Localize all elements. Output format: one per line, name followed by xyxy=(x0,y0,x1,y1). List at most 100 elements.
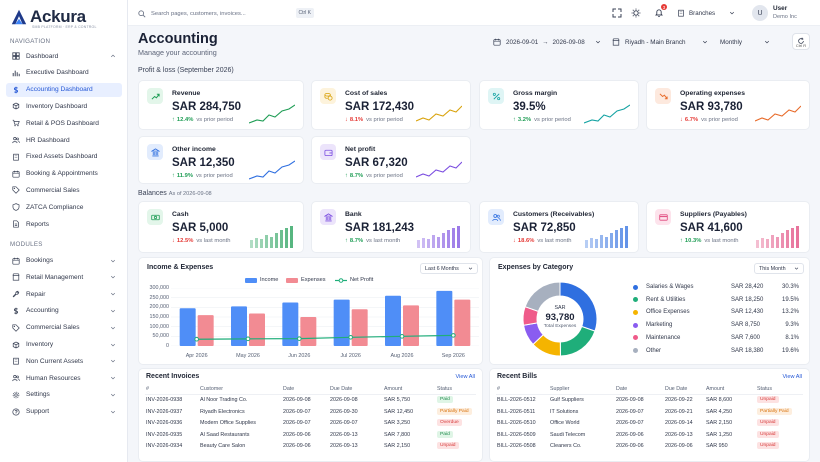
branch-select[interactable]: Riyadh - Main Branch xyxy=(612,35,708,49)
sidebar-item-zatca-compliance[interactable]: ZATCA Compliance xyxy=(6,200,122,214)
kpi-card-bank[interactable]: Bank SAR 181,243 ↑ 8.7% vs last month xyxy=(311,201,471,253)
expense-category-row[interactable]: Salaries & Wages SAR 28,420 30.3% xyxy=(633,281,799,293)
net-profit-point[interactable] xyxy=(348,335,353,340)
sidebar-item-hr-dashboard[interactable]: HR Dashboard xyxy=(6,133,122,147)
table-row[interactable]: INV-2026-0935 Al Saad Restaurants 2026-09-… xyxy=(145,430,478,441)
sidebar-item-commercial-sales[interactable]: Commercial Sales xyxy=(6,321,122,335)
date-range-picker[interactable]: 2026-09-01 → 2026-09-08 xyxy=(493,35,601,49)
expenses-range-value: This Month xyxy=(759,265,786,272)
net-profit-point[interactable] xyxy=(399,334,405,339)
sidebar-item-human-resources[interactable]: Human Resources xyxy=(6,371,122,385)
sidebar-item-retail-management[interactable]: Retail Management xyxy=(6,270,122,284)
sidebar-item-inventory[interactable]: Inventory xyxy=(6,338,122,352)
avatar[interactable]: U xyxy=(752,5,768,21)
sidebar-item-commercial-sales[interactable]: Commercial Sales xyxy=(6,183,122,197)
sidebar-item-support[interactable]: Support xyxy=(6,405,122,419)
income-bar[interactable] xyxy=(385,295,401,346)
net-profit-point[interactable] xyxy=(451,333,456,338)
kpi-card-other-income[interactable]: Other income SAR 12,350 ↑ 11.9% vs prior per… xyxy=(138,136,304,184)
kpi-label: Other income xyxy=(172,146,216,153)
expenses-bar[interactable] xyxy=(300,317,317,346)
bills-view-all-link[interactable]: View All xyxy=(782,374,803,380)
table-cell: INV-2026-0934 xyxy=(146,443,183,450)
expenses-bar[interactable] xyxy=(454,299,471,346)
net-profit-point[interactable] xyxy=(297,336,302,341)
branches-selector[interactable]: Branches xyxy=(677,9,735,17)
bell-icon[interactable] xyxy=(654,8,664,18)
theme-toggle-icon[interactable] xyxy=(631,8,641,18)
kpi-label: Net profit xyxy=(345,146,376,153)
notification-badge: 3 xyxy=(661,4,667,10)
sidebar-item-reports[interactable]: Reports xyxy=(6,217,122,231)
net-profit-point[interactable] xyxy=(245,336,251,342)
expenses-bar[interactable] xyxy=(249,313,265,346)
table-row[interactable]: INV-2026-0937 Riyadh Electronics 2026-09-0… xyxy=(145,407,478,418)
status-badge: Paid xyxy=(437,430,453,438)
income-bar[interactable] xyxy=(282,302,299,347)
table-row[interactable]: INV-2026-0936 Modern Office Supplies 2026-… xyxy=(145,418,478,429)
brand-logo[interactable]: Ackura SMB PLATFORM · ERP & CONTROL xyxy=(10,6,96,29)
invoices-view-all-link[interactable]: View All xyxy=(455,374,476,380)
y-tick-label: 150,000 xyxy=(149,314,170,320)
table-cell: BILL-2026-0508 xyxy=(497,443,536,450)
category-color-dot xyxy=(633,322,638,328)
expense-category-row[interactable]: Other SAR 18,380 19.6% xyxy=(633,345,799,357)
income-bar[interactable] xyxy=(179,308,196,346)
sidebar-item-settings[interactable]: Settings xyxy=(6,388,122,402)
expenses-range-select[interactable]: This Month xyxy=(754,263,804,274)
table-row[interactable]: BILL-2026-0508 Cleaners Co. 2026-09-06 2026… xyxy=(496,441,805,452)
kpi-card-operating-expenses[interactable]: Operating expenses SAR 93,780 ↓ 6.7% vs prio… xyxy=(646,80,810,130)
sidebar-item-dashboard[interactable]: Dashboard xyxy=(6,49,122,63)
expense-category-row[interactable]: Rent & Utilities SAR 18,250 19.5% xyxy=(633,294,799,306)
table-cell: Al Noor Trading Co. xyxy=(200,397,248,403)
sidebar-item-retail-pos-dashboard[interactable]: Retail & POS Dashboard xyxy=(6,116,122,130)
table-row[interactable]: BILL-2026-0510 Office World 2026-09-07 2026… xyxy=(496,418,805,429)
expense-category-row[interactable]: Office Expenses SAR 12,430 13.2% xyxy=(633,306,799,318)
expenses-bar[interactable] xyxy=(351,309,368,346)
sidebar-item-bookings[interactable]: Bookings xyxy=(6,254,122,268)
expenses-bar[interactable] xyxy=(197,315,214,346)
income-bar[interactable] xyxy=(231,306,247,346)
donut-slice-other[interactable] xyxy=(524,281,561,312)
sidebar-item-fixed-assets-dashboard[interactable]: Fixed Assets Dashboard xyxy=(6,150,122,164)
expense-category-row[interactable]: Maintenance SAR 7,600 8.1% xyxy=(633,332,799,344)
kpi-card-customers-receivables-[interactable]: Customers (Receivables) SAR 72,850 ↓ 18.6% v… xyxy=(479,201,639,253)
kpi-card-suppliers-payables-[interactable]: Suppliers (Payables) SAR 41,600 ↑ 10.3% vs l… xyxy=(646,201,810,253)
period-select[interactable]: Monthly xyxy=(720,35,770,49)
kpi-card-cash[interactable]: Cash SAR 5,000 ↓ 12.5% vs last month xyxy=(138,201,304,253)
income-bar[interactable] xyxy=(436,290,453,346)
kpi-value: 39.5% xyxy=(513,101,546,113)
sidebar-item-accounting[interactable]: Accounting xyxy=(6,304,122,318)
donut-slice-rent-utilities[interactable] xyxy=(559,325,596,357)
spark-line xyxy=(584,104,630,124)
kpi-card-cost-of-sales[interactable]: Cost of sales SAR 172,430 ↓ 8.1% vs prior pe… xyxy=(311,80,471,130)
kpi-card-gross-margin[interactable]: Gross margin 39.5% ↑ 3.2% vs prior period xyxy=(479,80,639,130)
legend-expenses-swatch xyxy=(286,277,298,283)
sidebar-item-booking-appointments[interactable]: Booking & Appointments xyxy=(6,167,122,181)
table-row[interactable]: BILL-2026-0511 IT Solutions 2026-09-07 2026… xyxy=(496,407,805,418)
wallet-icon xyxy=(320,144,336,160)
sidebar-item-non-current-assets[interactable]: Non Current Assets xyxy=(6,354,122,368)
sidebar-item-repair[interactable]: Repair xyxy=(6,287,122,301)
net-profit-point[interactable] xyxy=(194,336,199,342)
table-row[interactable]: INV-2026-0938 Al Noor Trading Co. 2026-09-… xyxy=(145,395,478,406)
kpi-card-net-profit[interactable]: Net profit SAR 67,320 ↑ 8.7% vs prior period xyxy=(311,136,471,184)
refresh-button[interactable]: Ctrl R xyxy=(792,33,810,50)
table-row[interactable]: INV-2026-0934 Beauty Care Salon 2026-09-06… xyxy=(145,441,478,452)
fullscreen-icon[interactable] xyxy=(612,8,622,18)
sidebar-item-accounting-dashboard[interactable]: Accounting Dashboard xyxy=(6,82,122,97)
income-range-select[interactable]: Last 6 Months xyxy=(420,263,478,274)
expense-category-row[interactable]: Marketing SAR 8,750 9.3% xyxy=(633,319,799,331)
expenses-bar[interactable] xyxy=(403,305,419,346)
table-row[interactable]: BILL-2026-0512 Gulf Suppliers 2026-09-08 20… xyxy=(496,395,805,406)
category-name: Marketing xyxy=(646,322,673,329)
income-bar[interactable] xyxy=(333,299,350,346)
table-row[interactable]: BILL-2026-0509 Saudi Telecom 2026-09-06 202… xyxy=(496,430,805,441)
search-bar[interactable]: Search pages, customers, invoices... Ctr… xyxy=(138,8,314,20)
kpi-card-revenue[interactable]: Revenue SAR 284,750 ↑ 12.4% vs prior period xyxy=(138,80,304,130)
branch-value: Riyadh - Main Branch xyxy=(625,38,686,46)
sidebar-item-inventory-dashboard[interactable]: Inventory Dashboard xyxy=(6,99,122,113)
search-input[interactable]: Search pages, customers, invoices... xyxy=(151,11,246,17)
shield-icon xyxy=(11,203,20,212)
sidebar-item-executive-dashboard[interactable]: Executive Dashboard xyxy=(6,66,122,80)
